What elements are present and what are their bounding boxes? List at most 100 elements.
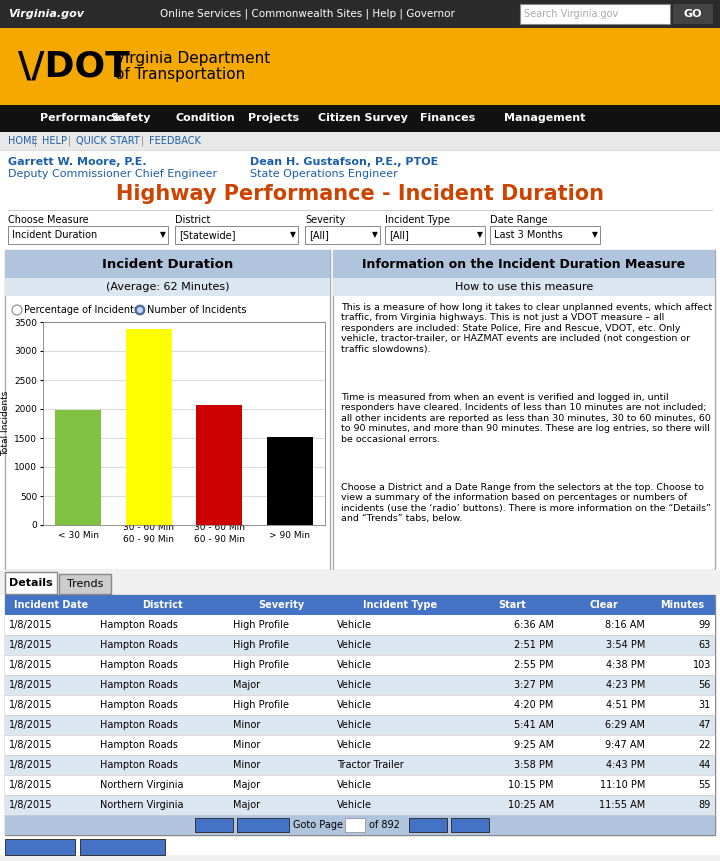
Text: 89: 89	[698, 800, 711, 810]
Text: Clear: Clear	[589, 600, 618, 610]
Bar	[333, 250, 715, 278]
Bar	[5, 755, 715, 775]
Text: Search Virginia.gov: Search Virginia.gov	[524, 9, 618, 19]
Text: 1/8/2015: 1/8/2015	[9, 700, 53, 710]
Bar	[409, 818, 447, 832]
Text: 2:55 PM: 2:55 PM	[514, 660, 554, 670]
Text: Projects: Projects	[248, 113, 299, 123]
Bar	[673, 4, 713, 24]
Text: ▼: ▼	[360, 822, 365, 828]
Text: Highway Performance - Incident Duration: Highway Performance - Incident Duration	[116, 184, 604, 204]
Text: 103: 103	[693, 660, 711, 670]
Text: Number of Incidents: Number of Incidents	[147, 305, 246, 315]
Text: Major: Major	[233, 680, 261, 690]
Text: 56: 56	[698, 680, 711, 690]
Text: ▼: ▼	[372, 231, 378, 239]
Text: Northern Virginia: Northern Virginia	[100, 800, 184, 810]
Bar	[8, 226, 168, 244]
Bar	[5, 250, 330, 570]
Text: Export to Excel: Export to Excel	[81, 842, 164, 852]
Text: High Profile: High Profile	[233, 620, 289, 630]
Bar	[5, 839, 75, 855]
Bar	[80, 839, 165, 855]
Text: 44: 44	[698, 760, 711, 770]
Text: 3: 3	[349, 820, 355, 830]
Text: Severity: Severity	[258, 600, 305, 610]
Text: GO: GO	[684, 9, 702, 19]
Bar	[5, 250, 330, 278]
Bar	[0, 150, 720, 855]
Text: 1/8/2015: 1/8/2015	[9, 680, 53, 690]
Bar	[5, 815, 715, 835]
Text: Last 3 Months: Last 3 Months	[494, 230, 563, 240]
Text: Major: Major	[233, 780, 261, 790]
Text: 60 - 90 Min: 60 - 90 Min	[123, 536, 174, 544]
Text: Vehicle: Vehicle	[338, 700, 372, 710]
Bar	[385, 226, 485, 244]
Text: Percentage of Incidents: Percentage of Incidents	[24, 305, 139, 315]
Text: Hampton Roads: Hampton Roads	[100, 740, 178, 750]
Bar	[5, 595, 715, 615]
Text: Minor: Minor	[233, 760, 261, 770]
Text: 4:51 PM: 4:51 PM	[606, 700, 645, 710]
Bar	[490, 226, 600, 244]
Text: 10:25 AM: 10:25 AM	[508, 800, 554, 810]
Bar	[55, 410, 102, 525]
Text: 5:41 AM: 5:41 AM	[514, 720, 554, 730]
Text: 6:29 AM: 6:29 AM	[605, 720, 645, 730]
Text: 1/8/2015: 1/8/2015	[9, 640, 53, 650]
Text: 30 - 60 Min: 30 - 60 Min	[123, 523, 174, 532]
Text: [Statewide]: [Statewide]	[179, 230, 235, 240]
Text: Trends: Trends	[67, 579, 103, 589]
Text: Incident Duration: Incident Duration	[12, 230, 97, 240]
Text: Incident Type: Incident Type	[385, 215, 450, 225]
Text: Date Range: Date Range	[490, 215, 548, 225]
Text: Management: Management	[504, 113, 585, 123]
Text: District: District	[143, 600, 183, 610]
Bar	[5, 715, 715, 735]
Text: How to use this measure: How to use this measure	[455, 282, 593, 292]
Bar	[5, 695, 715, 715]
Bar	[333, 250, 715, 570]
Text: 55: 55	[698, 780, 711, 790]
Bar	[5, 795, 715, 815]
Bar	[5, 278, 330, 296]
Text: 99: 99	[698, 620, 711, 630]
Bar	[197, 405, 242, 525]
Text: 1/8/2015: 1/8/2015	[9, 720, 53, 730]
Text: Vehicle: Vehicle	[338, 660, 372, 670]
Text: Hampton Roads: Hampton Roads	[100, 680, 178, 690]
Text: of 892: of 892	[369, 820, 400, 830]
Text: FEEDBACK: FEEDBACK	[148, 136, 200, 146]
Text: Choose a District and a Date Range from the selectors at the top. Choose to view: Choose a District and a Date Range from …	[341, 483, 711, 523]
Bar	[0, 105, 720, 132]
Text: 1/8/2015: 1/8/2015	[9, 800, 53, 810]
Text: ▼: ▼	[290, 231, 296, 239]
Text: Virginia Department: Virginia Department	[115, 51, 270, 65]
Bar	[0, 0, 720, 28]
Bar	[5, 735, 715, 755]
Text: [All]: [All]	[389, 230, 409, 240]
Bar	[305, 226, 380, 244]
Text: 1/8/2015: 1/8/2015	[9, 760, 53, 770]
Text: This is a measure of how long it takes to clear unplanned events, which affect t: This is a measure of how long it takes t…	[341, 303, 712, 354]
Text: Time is measured from when an event is verified and logged in, until responders : Time is measured from when an event is v…	[341, 393, 711, 443]
Bar	[5, 655, 715, 675]
Text: 1/8/2015: 1/8/2015	[9, 780, 53, 790]
Text: Northern Virginia: Northern Virginia	[100, 780, 184, 790]
Text: Next: Next	[415, 820, 441, 830]
Text: Print Detail: Print Detail	[9, 842, 71, 852]
Text: District: District	[175, 215, 210, 225]
Text: Details: Details	[9, 578, 53, 588]
Text: HELP: HELP	[42, 136, 67, 146]
Bar	[5, 635, 715, 655]
Bar	[195, 818, 233, 832]
Text: Incident Type: Incident Type	[363, 600, 437, 610]
Bar	[126, 329, 171, 525]
Text: Vehicle: Vehicle	[338, 740, 372, 750]
Text: Information on the Incident Duration Measure: Information on the Incident Duration Mea…	[362, 257, 685, 270]
Bar	[175, 226, 298, 244]
Text: 3:27 PM: 3:27 PM	[514, 680, 554, 690]
Bar	[451, 818, 489, 832]
Text: Incident Duration: Incident Duration	[102, 257, 233, 270]
